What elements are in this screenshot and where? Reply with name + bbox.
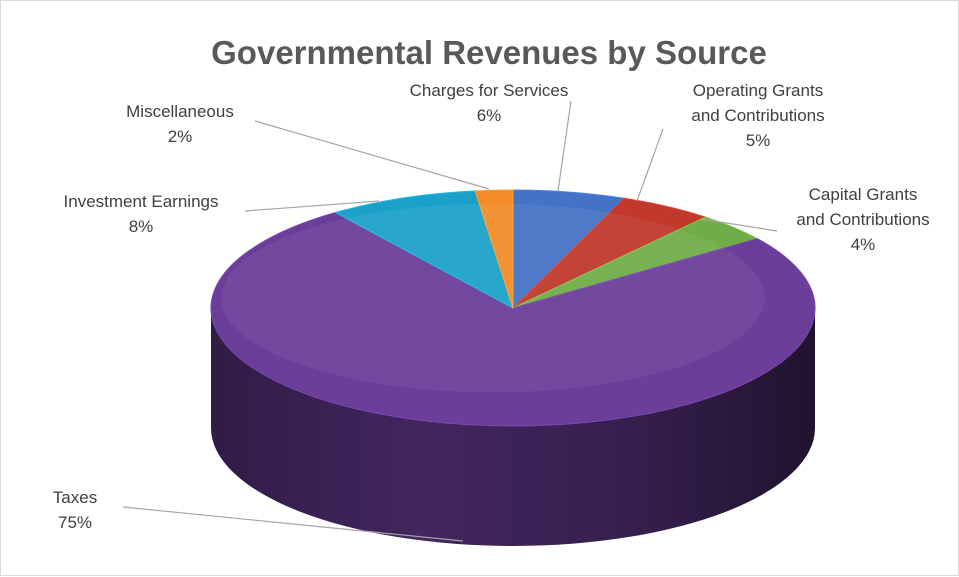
leader-lines: [122, 100, 778, 542]
data-label-4: Investment Earnings 8%: [64, 192, 219, 236]
data-label-1: Operating Grants and Contributions 5%: [691, 81, 824, 150]
leader-line-0: [557, 100, 572, 192]
pie-slice-4: [334, 190, 514, 310]
pie-side-3: [211, 308, 815, 546]
data-labels: Charges for Services 6% Operating Grants an…: [53, 81, 930, 532]
pie-slice-3: [210, 211, 816, 427]
data-label-0: Charges for Services 6%: [410, 81, 569, 125]
leader-line-2: [700, 218, 778, 232]
data-label-3: Taxes 75%: [53, 488, 97, 532]
data-label-5: Miscellaneous 2%: [126, 102, 234, 146]
chart-title: Governmental Revenues by Source: [211, 34, 767, 71]
leader-line-3: [122, 506, 464, 542]
pie-slice-5: [474, 189, 514, 309]
data-label-2: Capital Grants and Contributions 4%: [796, 185, 929, 254]
pie-top-layer: [210, 189, 816, 427]
leader-line-4: [244, 200, 380, 212]
leader-line-5: [254, 120, 490, 190]
leader-line-1: [636, 128, 664, 202]
pie-side-layer: [211, 308, 815, 546]
pie-highlight: [221, 203, 765, 393]
